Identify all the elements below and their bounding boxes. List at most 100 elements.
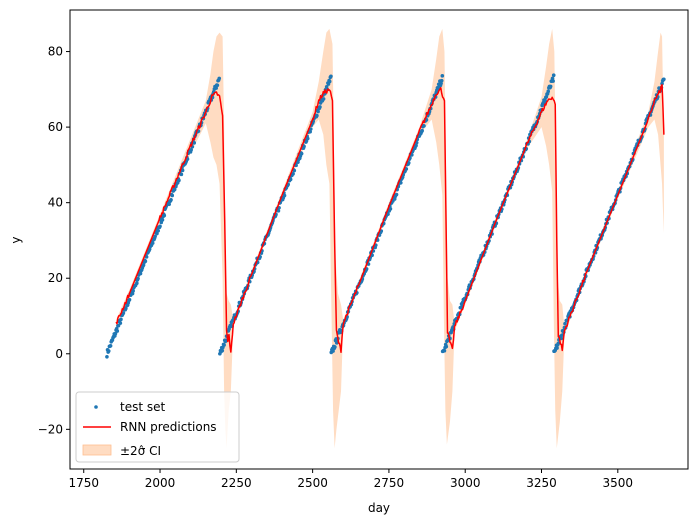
plot-frame xyxy=(69,9,689,470)
test-set-point xyxy=(170,193,175,198)
ci-band xyxy=(116,28,664,449)
test-set-point xyxy=(160,218,165,222)
rnn-predictions-line xyxy=(115,84,665,354)
test-set-point xyxy=(180,168,185,173)
x-tick-label: 2000 xyxy=(145,476,176,490)
x-axis-label: day xyxy=(368,501,390,515)
test-set-point xyxy=(127,297,132,302)
test-set-point xyxy=(155,231,159,236)
test-set-point xyxy=(442,349,447,353)
test-set-point xyxy=(555,346,559,350)
test-set-point xyxy=(124,306,128,311)
test-set-point xyxy=(316,109,320,114)
test-set-point xyxy=(150,241,155,245)
test-set-point xyxy=(282,193,287,198)
test-set-point xyxy=(189,148,193,152)
x-tick-label: 2750 xyxy=(374,476,405,490)
y-tick-label: 20 xyxy=(48,271,63,285)
test-set-point xyxy=(404,167,409,171)
test-set-point xyxy=(543,98,547,103)
test-set-point xyxy=(331,349,335,353)
test-set-point xyxy=(113,331,118,336)
test-set-point xyxy=(143,259,148,264)
test-set-point xyxy=(291,172,295,176)
test-set-point xyxy=(551,73,556,78)
rnn-line-layer xyxy=(115,84,665,354)
test-set-point xyxy=(119,317,123,322)
test-set-point xyxy=(440,74,445,78)
test-set-point xyxy=(106,349,111,353)
test-set-point xyxy=(333,345,337,349)
test-set-point xyxy=(662,77,666,82)
legend-box xyxy=(75,391,240,463)
test-set-point xyxy=(192,141,197,145)
test-set-point xyxy=(105,355,109,359)
legend: test set RNN predictions ±2σ̂ CI xyxy=(75,391,240,463)
test-set-point xyxy=(288,177,293,182)
test-set-point xyxy=(563,321,567,326)
test-set-point xyxy=(108,344,113,348)
test-set-point xyxy=(179,172,184,177)
test-set-point xyxy=(153,234,157,239)
test-set-point xyxy=(308,129,312,134)
test-set-point xyxy=(551,79,555,83)
test-set-point xyxy=(305,136,310,141)
legend-marker-ci xyxy=(82,444,112,456)
test-set-point xyxy=(215,83,220,88)
test-set-point xyxy=(556,341,561,346)
test-set-point xyxy=(439,81,443,86)
y-axis-ticks: −20 0 20 40 60 80 xyxy=(38,45,70,436)
test-set-point xyxy=(420,128,424,133)
test-set-point xyxy=(130,291,135,296)
test-set-point xyxy=(324,84,329,89)
test-set-point xyxy=(388,207,393,211)
test-set-point xyxy=(318,105,322,109)
test-set-point xyxy=(177,178,181,183)
test-set-point xyxy=(548,84,553,89)
x-tick-label: 3500 xyxy=(603,476,634,490)
legend-label-ci: ±2σ̂ CI xyxy=(120,444,161,458)
test-set-point xyxy=(217,76,222,81)
x-axis-ticks: 1750 2000 2250 2500 2750 3000 3250 3500 xyxy=(68,469,633,490)
test-set-point xyxy=(167,202,171,207)
x-tick-label: 2250 xyxy=(221,476,252,490)
test-set-point xyxy=(299,151,304,156)
x-tick-label: 3250 xyxy=(526,476,557,490)
ci-band-layer xyxy=(116,28,664,449)
test-set-point xyxy=(169,198,173,202)
test-set-point xyxy=(546,89,551,94)
test-set-point xyxy=(135,281,139,286)
test-set-point xyxy=(158,224,162,229)
test-set-point xyxy=(386,212,390,216)
test-set-point xyxy=(156,228,160,233)
test-set-point xyxy=(131,289,135,293)
test-set-point xyxy=(302,144,306,149)
x-tick-label: 1750 xyxy=(68,476,99,490)
test-set-point xyxy=(399,181,403,185)
test-set-point xyxy=(321,97,326,101)
y-tick-label: 40 xyxy=(48,196,63,210)
test-set-point xyxy=(422,124,426,128)
test-set-point xyxy=(121,311,126,315)
test-set-point xyxy=(141,263,146,267)
test-set-point xyxy=(276,209,281,213)
test-set-point xyxy=(296,160,300,164)
x-tick-label: 2500 xyxy=(297,476,328,490)
test-set-point xyxy=(394,192,399,197)
test-set-point xyxy=(118,321,123,325)
test-set-point xyxy=(172,187,177,192)
test-set-point xyxy=(144,255,149,259)
test-set-point xyxy=(162,213,167,218)
test-set-point xyxy=(444,344,449,349)
y-tick-label: −20 xyxy=(38,422,63,436)
y-tick-label: 80 xyxy=(48,45,63,59)
test-set-point xyxy=(550,76,555,81)
test-set-point xyxy=(560,333,564,337)
y-tick-label: 60 xyxy=(48,120,63,134)
test-set-point xyxy=(115,329,120,333)
test-set-point xyxy=(136,276,140,281)
test-set-point xyxy=(329,74,333,79)
x-tick-label: 3000 xyxy=(450,476,481,490)
